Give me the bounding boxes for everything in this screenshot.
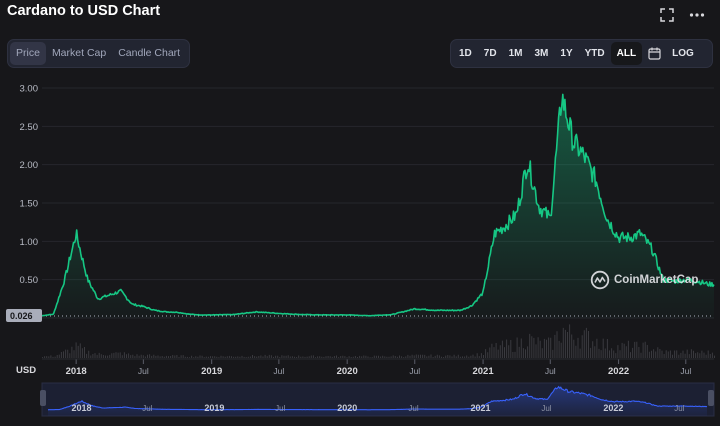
x-tick-label: Jul — [273, 366, 284, 376]
navigator-tick-label: 2021 — [471, 403, 491, 413]
y-tick-label: 0.50 — [20, 275, 39, 286]
x-tick-label: 2019 — [201, 366, 222, 377]
range-1m-button[interactable]: 1M — [508, 48, 523, 59]
x-tick-label: Jul — [680, 366, 691, 376]
fullscreen-icon[interactable] — [658, 6, 676, 24]
price-area — [42, 94, 714, 319]
reference-value-label: 0.026 — [10, 311, 33, 321]
range-ytd-button[interactable]: YTD — [584, 48, 605, 59]
volume-bars — [42, 324, 715, 358]
x-tick-label: Jul — [138, 366, 149, 376]
navigator-tick-label: 2020 — [337, 403, 357, 413]
coinmarketcap-logo-icon — [590, 270, 610, 290]
x-tick-label: Jul — [409, 366, 420, 376]
range-1y-button[interactable]: 1Y — [560, 48, 573, 59]
range-7d-button[interactable]: 7D — [483, 48, 497, 59]
x-tick-label: 2021 — [472, 366, 494, 377]
y-tick-label: 3.00 — [20, 84, 39, 95]
y-tick-label: 2.50 — [20, 122, 39, 133]
coinmarketcap-watermark: CoinMarketCap — [590, 270, 698, 290]
range-1d-button[interactable]: 1D — [459, 48, 472, 59]
navigator-tick-label: Jul — [541, 404, 551, 413]
range-navigator: 2018 Jul 2019 Jul 2020 Jul 2021 Jul 2022 Jul — [40, 382, 715, 417]
watermark-text: CoinMarketCap — [614, 274, 699, 286]
time-range-selector: 1D 7D 1M 3M 1Y YTD ALL LOG — [450, 39, 713, 68]
calendar-icon[interactable] — [642, 42, 666, 65]
x-tick-label: 2022 — [608, 366, 629, 377]
y-tick-label: 2.00 — [20, 160, 39, 171]
navigator-tick-label: 2019 — [204, 403, 224, 413]
navigator-tick-label: 2022 — [603, 403, 623, 413]
x-tick-label: 2018 — [66, 366, 87, 377]
navigator-tick-label: Jul — [408, 404, 418, 413]
y-axis: 3.00 2.50 2.00 1.50 1.00 0.50 — [20, 84, 39, 287]
price-line — [41, 93, 715, 317]
navigator-line — [47, 385, 708, 411]
navigator-tick-label: Jul — [142, 404, 152, 413]
y-tick-label: 1.50 — [20, 199, 39, 210]
x-tick-label: Jul — [545, 366, 556, 376]
navigator-x-axis: 2018 Jul 2019 Jul 2020 Jul 2021 Jul 2022 Jul — [71, 403, 684, 413]
reference-value-badge: 0.026 — [6, 309, 42, 323]
navigator-tick-label: 2018 — [71, 403, 91, 413]
navigator-area — [48, 386, 707, 416]
x-axis: 2018 Jul 2019 Jul 2020 Jul 2021 Jul 2022 Jul — [42, 358, 714, 377]
more-options-icon[interactable] — [688, 6, 706, 24]
range-3m-button[interactable]: 3M — [534, 48, 549, 59]
log-scale-button[interactable]: LOG — [672, 48, 694, 59]
currency-label: USD — [16, 365, 36, 376]
page-title: Cardano to USD Chart — [7, 3, 161, 19]
chart-type-tabs: Price Market Cap Candle Chart — [7, 39, 190, 68]
tab-price[interactable]: Price — [10, 42, 46, 65]
navigator-tick-label: Jul — [275, 404, 285, 413]
navigator-right-handle[interactable] — [708, 390, 714, 406]
tab-candle-chart[interactable]: Candle Chart — [118, 47, 181, 59]
navigator-left-handle[interactable] — [40, 390, 46, 406]
tab-market-cap[interactable]: Market Cap — [51, 47, 107, 59]
y-tick-label: 1.00 — [20, 237, 39, 248]
x-tick-label: 2020 — [337, 366, 358, 377]
navigator-tick-label: Jul — [674, 404, 684, 413]
range-all-button[interactable]: ALL — [610, 42, 643, 65]
